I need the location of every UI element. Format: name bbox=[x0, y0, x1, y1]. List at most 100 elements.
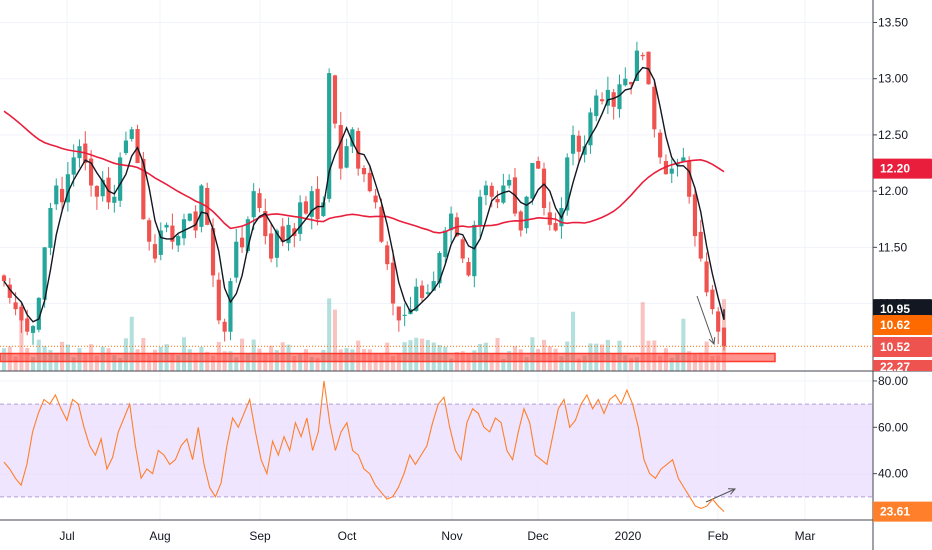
rsi-tick-label: 60.00 bbox=[878, 420, 908, 434]
volume-bar bbox=[309, 357, 314, 371]
volume-bar bbox=[112, 355, 117, 371]
volume-bar bbox=[245, 353, 250, 371]
candle-body bbox=[356, 131, 361, 169]
candle-body bbox=[478, 196, 483, 226]
candle-body bbox=[698, 231, 703, 259]
support-badge-label: 10.52 bbox=[880, 340, 910, 354]
candle-body bbox=[199, 185, 204, 227]
time-tick-label: Aug bbox=[149, 529, 170, 543]
candle-body bbox=[687, 160, 692, 197]
candle-body bbox=[332, 75, 338, 124]
arrow-head bbox=[727, 488, 737, 495]
candle-body bbox=[187, 213, 192, 221]
volume-bar bbox=[611, 353, 616, 371]
time-axis[interactable]: Jul Aug Sep Oct Nov Dec 2020 Feb Mar bbox=[59, 529, 815, 543]
candle-body bbox=[640, 54, 645, 57]
arrow-head bbox=[708, 336, 716, 346]
candle-body bbox=[239, 237, 245, 248]
candle-body bbox=[437, 252, 442, 284]
candle-body bbox=[112, 196, 117, 203]
candle-body bbox=[181, 219, 187, 239]
candle-body bbox=[315, 188, 320, 220]
time-tick-label: Oct bbox=[338, 529, 357, 543]
candle-body bbox=[251, 191, 256, 218]
volume-bar bbox=[669, 357, 674, 371]
candle-body bbox=[176, 236, 181, 246]
ma-fast-badge-label: 10.95 bbox=[880, 302, 910, 316]
volume-bar bbox=[129, 316, 134, 371]
candle-body bbox=[570, 134, 576, 154]
candle-body bbox=[71, 157, 76, 175]
volume-bar bbox=[71, 357, 76, 371]
candle-body bbox=[274, 230, 279, 258]
rsi-overbought-oversold-band bbox=[0, 404, 873, 497]
candle-body bbox=[123, 140, 129, 153]
candle-body bbox=[152, 244, 158, 259]
candle-body bbox=[716, 311, 721, 332]
candle-body bbox=[466, 262, 471, 276]
volume-bar bbox=[31, 357, 36, 371]
arrow-shaft bbox=[696, 295, 715, 345]
candle-body bbox=[524, 196, 529, 229]
candle-body bbox=[582, 146, 587, 155]
candle-body bbox=[13, 302, 18, 310]
rsi-tick-label: 80.00 bbox=[878, 374, 908, 388]
candle-body bbox=[286, 224, 291, 244]
candle-body bbox=[536, 160, 541, 169]
price-tick-label: 13.50 bbox=[878, 15, 908, 29]
volume-bar bbox=[292, 356, 297, 371]
volume-bar bbox=[466, 354, 471, 371]
candle-body bbox=[19, 307, 24, 321]
volume-bar bbox=[118, 357, 123, 371]
candle-body bbox=[298, 202, 303, 234]
candle-body bbox=[588, 112, 593, 146]
price-tick-label: 11.50 bbox=[878, 240, 907, 254]
volume-bar bbox=[629, 358, 634, 371]
volume-bar bbox=[658, 355, 663, 371]
volume-bar bbox=[263, 353, 268, 371]
candle-body bbox=[489, 185, 494, 197]
rsi-value-badge-label: 23.61 bbox=[880, 505, 910, 519]
candle-body bbox=[425, 292, 430, 294]
candle-body bbox=[652, 86, 657, 130]
candle-body bbox=[530, 163, 535, 199]
candle-body bbox=[605, 89, 610, 106]
volume-bar bbox=[234, 357, 239, 371]
candle-body bbox=[321, 202, 326, 216]
candle-body bbox=[669, 168, 674, 174]
volume-bar bbox=[582, 355, 587, 371]
volume-bar bbox=[634, 357, 639, 371]
candle-body bbox=[158, 230, 163, 255]
candle-body bbox=[234, 241, 239, 278]
candle-body bbox=[222, 321, 227, 332]
rsi-axis[interactable]: 80.00 60.00 40.00 bbox=[873, 374, 908, 481]
volume-bar bbox=[524, 357, 529, 371]
candle-body bbox=[483, 185, 489, 196]
candle-body bbox=[141, 158, 146, 220]
candle-body bbox=[269, 233, 274, 259]
candle-body bbox=[658, 132, 663, 158]
volume-bar bbox=[559, 356, 564, 371]
volume-bar bbox=[576, 358, 581, 371]
ma-slow-badge bbox=[873, 158, 932, 179]
volume-bar bbox=[94, 355, 99, 371]
price-tick-label: 12.00 bbox=[878, 184, 908, 198]
candle-body bbox=[89, 158, 94, 186]
candle-body bbox=[594, 95, 599, 117]
candle-body bbox=[414, 286, 419, 311]
candle-body bbox=[443, 230, 448, 257]
volume-bar bbox=[147, 354, 152, 371]
candle-body bbox=[25, 318, 30, 332]
volume-bar bbox=[13, 356, 18, 371]
candle-body bbox=[495, 198, 500, 203]
candle-body bbox=[170, 225, 175, 242]
volume-bar bbox=[211, 355, 216, 371]
volume-bar bbox=[332, 309, 337, 371]
volume-bar bbox=[692, 353, 697, 371]
candle-body bbox=[216, 279, 221, 321]
candle-body bbox=[507, 179, 512, 186]
candle-body bbox=[402, 314, 407, 316]
time-tick-label: Dec bbox=[527, 529, 548, 543]
candle-body bbox=[553, 223, 558, 231]
